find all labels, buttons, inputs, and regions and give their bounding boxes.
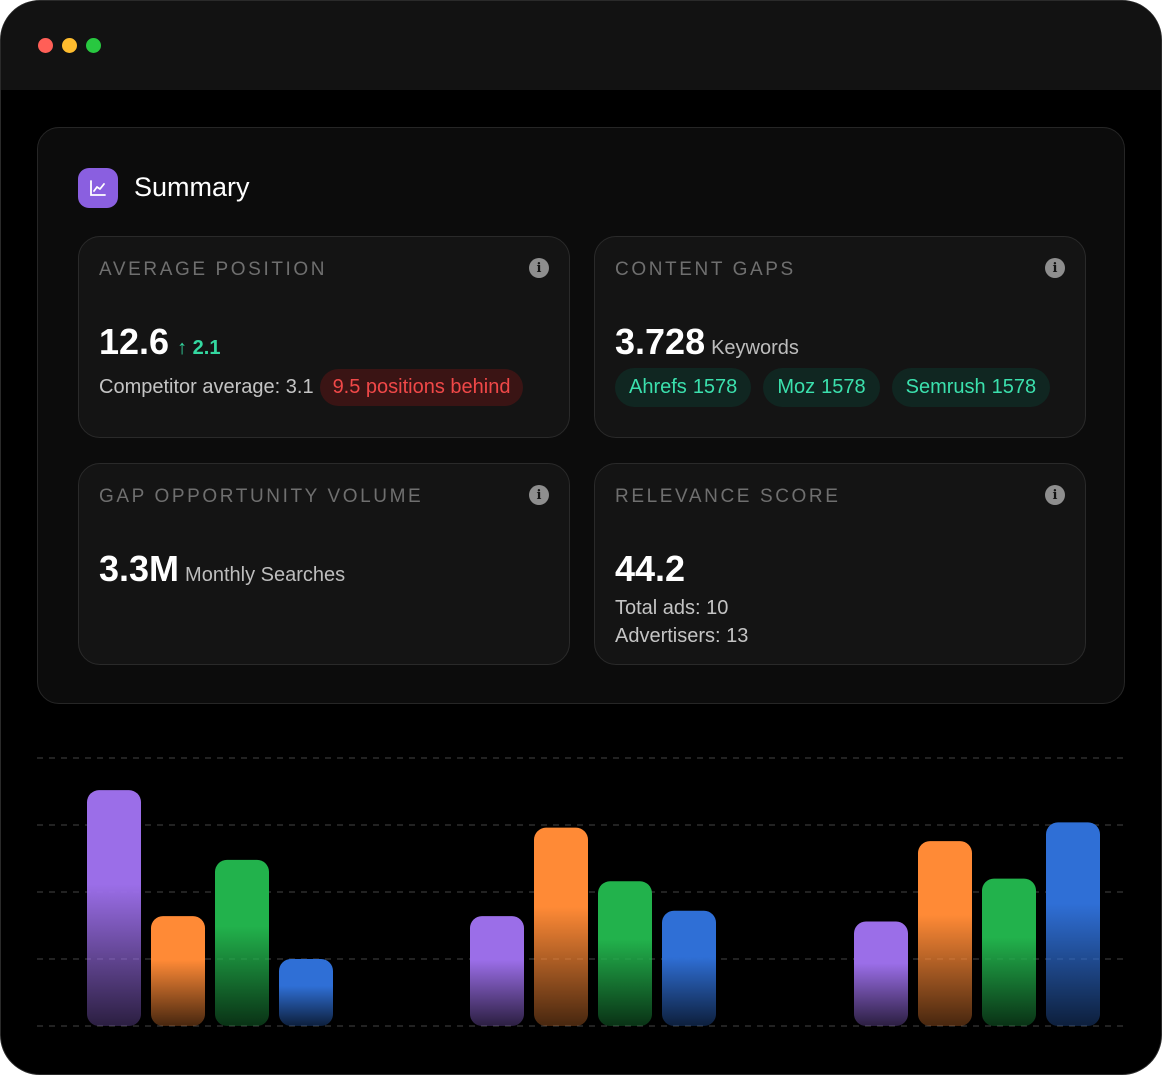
bar-group-1-series-3[interactable] [215,859,269,1026]
total-ads-text: Total ads: 10 [615,597,729,619]
delta-indicator: ↑ 2.1 [177,337,220,359]
bar-group-3-series-2[interactable] [918,841,972,1026]
value-text: 12.6 [99,321,170,362]
summary-title: Summary [134,172,250,202]
pill-semrush[interactable]: Semrush 1578 [891,368,1051,407]
pill-count: 1578 [692,376,738,398]
bar-group-1-series-1[interactable] [87,790,141,1026]
card-label: RELEVANCE SCORE [615,486,841,507]
bar-group-3-series-1[interactable] [854,921,908,1026]
average-position-card: AVERAGE POSITION i 12.6 ↑ 2.1 Competitor … [78,236,570,438]
pill-ahrefs[interactable]: Ahrefs 1578 [615,368,752,407]
value-unit: Monthly Searches [185,564,346,586]
content-gaps-card: CONTENT GAPS i 3.728 Keywords Ahrefs 1578 … [594,236,1086,438]
positions-behind-badge: 9.5 positions behind [319,369,524,406]
bar-group-2-series-1[interactable] [470,916,524,1026]
title-bar [1,1,1161,90]
content-gaps-value: 3.728 Keywords [615,321,799,363]
relevance-score-card: RELEVANCE SCORE i 44.2 Total ads: 10 Adv… [594,463,1086,665]
gap-volume-value: 3.3M Monthly Searches [99,548,345,590]
info-icon[interactable]: i [1045,258,1065,278]
pill-count: 1578 [991,376,1037,398]
trend-chart-icon [78,168,118,208]
summary-panel: Summary AVERAGE POSITION i 12.6 ↑ 2.1 Com… [37,127,1125,704]
arrow-up-icon: ↑ [177,337,188,359]
pill-moz[interactable]: Moz 1578 [763,368,880,407]
gap-opportunity-volume-card: GAP OPPORTUNITY VOLUME i 3.3M Monthly Sea… [78,463,570,665]
competitor-average-text: Competitor average: 3.1 [99,376,314,398]
info-icon[interactable]: i [529,258,549,278]
competitor-row: Competitor average: 3.1 9.5 positions beh… [99,369,524,406]
bar-group-3-series-3[interactable] [982,878,1036,1026]
average-position-value: 12.6 ↑ 2.1 [99,321,220,363]
minimize-window-button[interactable] [62,38,77,53]
source-pills: Ahrefs 1578 Moz 1578 Semrush 1578 [615,368,1051,407]
bar-group-2-series-4[interactable] [662,910,716,1026]
card-label: CONTENT GAPS [615,259,796,280]
pill-name: Semrush [905,376,986,398]
value-text: 3.728 [615,321,706,362]
close-window-button[interactable] [38,38,53,53]
delta-value: 2.1 [192,337,221,359]
pill-name: Moz [777,376,816,398]
value-text: 3.3M [99,548,180,589]
pill-name: Ahrefs [629,376,687,398]
maximize-window-button[interactable] [86,38,101,53]
value-unit: Keywords [711,337,799,359]
bar-group-2-series-3[interactable] [598,881,652,1026]
bar-group-1-series-4[interactable] [279,959,333,1026]
info-icon[interactable]: i [529,485,549,505]
info-icon[interactable]: i [1045,485,1065,505]
bar-chart [37,757,1127,1027]
pill-count: 1578 [821,376,866,398]
advertisers-text: Advertisers: 13 [615,625,749,647]
relevance-score-value: 44.2 [615,548,686,589]
card-label: AVERAGE POSITION [99,259,328,280]
bar-group-1-series-2[interactable] [151,916,205,1026]
bar-group-3-series-4[interactable] [1046,822,1100,1026]
bar-group-2-series-2[interactable] [534,827,588,1026]
card-label: GAP OPPORTUNITY VOLUME [99,486,424,507]
